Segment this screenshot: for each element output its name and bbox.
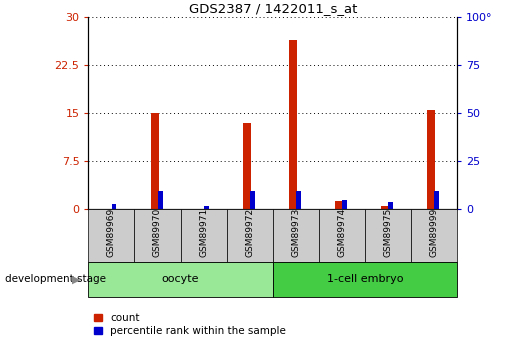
Text: GSM89971: GSM89971 xyxy=(199,208,208,257)
Bar xyxy=(134,209,181,262)
Text: GSM89974: GSM89974 xyxy=(337,208,346,257)
Bar xyxy=(243,122,251,209)
Bar xyxy=(273,262,457,297)
Bar xyxy=(427,110,435,209)
Bar xyxy=(88,262,273,297)
Text: oocyte: oocyte xyxy=(162,275,199,284)
Bar xyxy=(319,209,365,262)
Bar xyxy=(181,209,227,262)
Bar xyxy=(335,201,343,209)
Text: GSM89969: GSM89969 xyxy=(107,208,116,257)
Text: development stage: development stage xyxy=(5,275,106,284)
Text: GSM89970: GSM89970 xyxy=(153,208,162,257)
Text: 1-cell embryo: 1-cell embryo xyxy=(327,275,403,284)
Bar xyxy=(112,204,117,209)
Bar xyxy=(296,191,301,209)
Bar xyxy=(158,190,163,209)
Bar xyxy=(289,40,297,209)
Bar xyxy=(342,200,347,209)
Text: GSM89972: GSM89972 xyxy=(245,208,254,257)
Bar xyxy=(365,209,411,262)
Bar xyxy=(250,191,255,209)
Bar xyxy=(150,113,159,209)
Bar xyxy=(204,206,209,209)
Text: GSM89999: GSM89999 xyxy=(429,208,438,257)
Bar xyxy=(434,190,439,209)
Legend: count, percentile rank within the sample: count, percentile rank within the sample xyxy=(93,313,286,336)
Text: ▶: ▶ xyxy=(72,275,80,284)
Text: GSM89975: GSM89975 xyxy=(383,208,392,257)
Bar xyxy=(227,209,273,262)
Bar xyxy=(88,209,134,262)
Bar xyxy=(381,206,389,209)
Bar xyxy=(388,202,393,209)
Bar xyxy=(273,209,319,262)
Title: GDS2387 / 1422011_s_at: GDS2387 / 1422011_s_at xyxy=(188,2,357,15)
Text: GSM89973: GSM89973 xyxy=(291,208,300,257)
Bar xyxy=(411,209,457,262)
